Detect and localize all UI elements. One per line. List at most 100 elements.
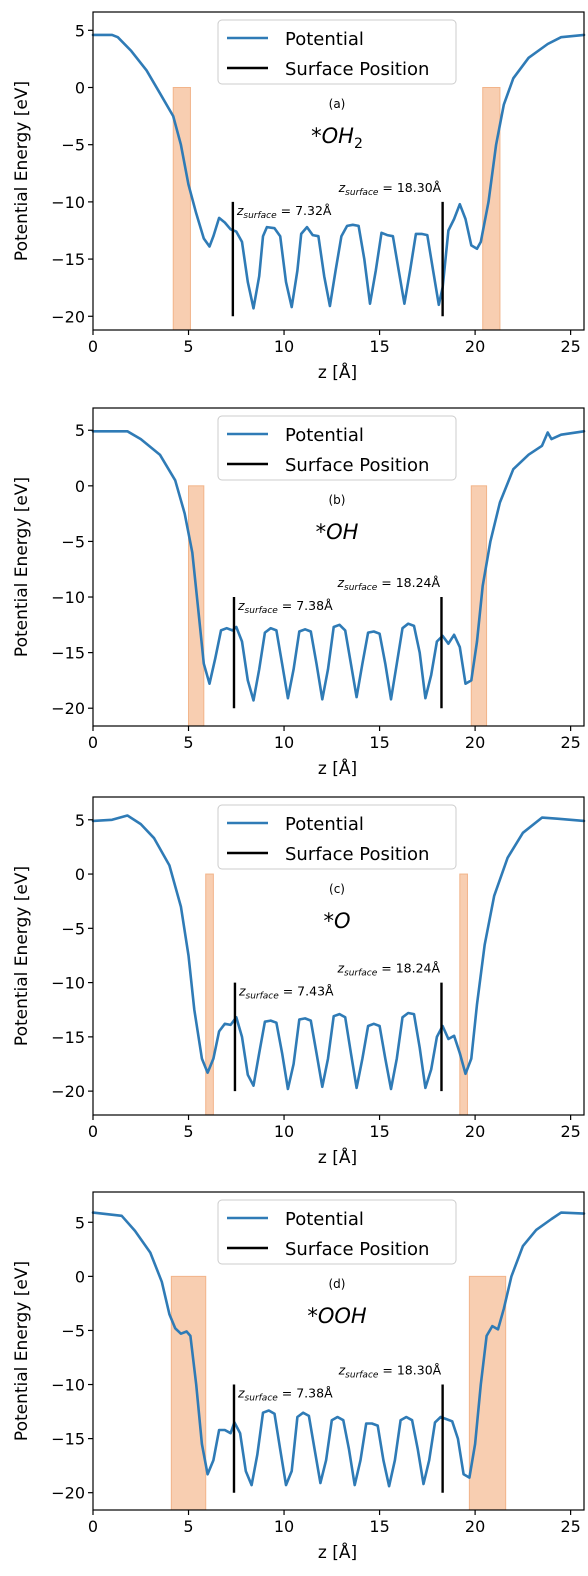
surface-label-sub: surface [243, 211, 277, 221]
x-tick-label: 10 [274, 1517, 294, 1536]
species-label: *OH [316, 520, 359, 544]
legend: Potential Surface Position [217, 415, 457, 481]
legend-label-surface: Surface Position [285, 59, 429, 80]
y-axis-label: Potential Energy [eV] [12, 866, 32, 1046]
species-prefix: * [316, 520, 327, 544]
legend: Potential Surface Position [217, 804, 457, 870]
surface-label-z: z [236, 203, 244, 218]
legend-label-potential: Potential [285, 29, 364, 50]
y-tick-label: −5 [61, 919, 85, 938]
surface-label-value: = 18.24Å [377, 961, 440, 976]
x-tick-label: 0 [88, 337, 98, 356]
species-main: OH [322, 124, 355, 148]
x-tick-label: 15 [369, 1122, 389, 1141]
species-prefix: * [311, 124, 322, 148]
x-tick-label: 20 [465, 1517, 485, 1536]
panel-label: (a) [329, 97, 346, 111]
x-tick-label: 0 [88, 733, 98, 752]
shaded-region-2 [470, 485, 488, 727]
x-axis-label: z [Å] [318, 361, 357, 383]
potential-line [91, 33, 586, 310]
surface-label-2: zsurface = 18.30Å [338, 180, 442, 198]
shaded-region-1 [205, 873, 214, 1116]
legend-box [217, 19, 457, 85]
y-axis-label: Potential Energy [eV] [12, 81, 32, 261]
surface-label-sub: surface [246, 992, 280, 1002]
legend-label-surface: Surface Position [285, 1239, 429, 1260]
panel-label: (b) [329, 493, 346, 507]
shaded-region-1 [170, 1275, 207, 1511]
surface-label-value: = 7.32Å [277, 203, 332, 218]
axes-frame [92, 11, 585, 331]
y-tick-label: −20 [51, 1082, 85, 1101]
species-prefix: * [307, 1304, 318, 1328]
species-label: *OH2 [311, 124, 363, 152]
legend-box [217, 415, 457, 481]
legend: Potential Surface Position [217, 19, 457, 85]
x-axis-label: z [Å] [318, 757, 357, 779]
x-tick-label: 10 [274, 337, 294, 356]
y-tick-label: −5 [61, 136, 85, 155]
x-tick-label: 25 [560, 733, 580, 752]
surface-label-z: z [237, 1386, 245, 1401]
surface-label-z: z [336, 961, 344, 976]
x-tick-label: 5 [183, 1517, 193, 1536]
x-tick-label: 5 [183, 1122, 193, 1141]
x-tick-label: 15 [369, 337, 389, 356]
x-tick-label: 25 [560, 337, 580, 356]
surface-label-z: z [237, 598, 245, 613]
y-axis-label: Potential Energy [eV] [12, 1261, 32, 1441]
y-tick-label: −15 [51, 644, 85, 663]
panel-label: (c) [329, 882, 345, 896]
legend-label-potential: Potential [285, 425, 364, 446]
surface-label-value: = 7.38Å [278, 1386, 333, 1401]
legend-box [217, 1199, 457, 1265]
legend-label-potential: Potential [285, 1209, 364, 1230]
species-main: O [334, 909, 351, 933]
y-tick-label: 0 [75, 78, 85, 97]
y-tick-label: −15 [51, 1028, 85, 1047]
y-tick-label: −10 [51, 1376, 85, 1395]
surface-label-2: zsurface = 18.24Å [336, 961, 440, 979]
x-tick-label: 0 [88, 1517, 98, 1536]
y-tick-label: 5 [75, 1213, 85, 1232]
y-tick-label: −15 [51, 250, 85, 269]
surface-label-2: zsurface = 18.30Å [338, 1363, 442, 1381]
surface-label-sub: surface [245, 1394, 279, 1404]
y-axis-label: Potential Energy [eV] [12, 477, 32, 657]
panel-label: (d) [329, 1277, 346, 1291]
surface-label-value: = 18.24Å [377, 575, 440, 590]
species-label: *OOH [307, 1304, 367, 1328]
legend-label-surface: Surface Position [285, 455, 429, 476]
axes-frame [92, 407, 585, 727]
y-tick-label: −10 [51, 588, 85, 607]
y-tick-label: −20 [51, 699, 85, 718]
surface-label-value: = 18.30Å [378, 180, 441, 195]
surface-label-value: = 7.43Å [279, 984, 334, 999]
axes-frame [92, 1191, 585, 1511]
surface-label-sub: surface [344, 583, 378, 593]
potential-line [91, 1211, 586, 1488]
x-tick-label: 25 [560, 1122, 580, 1141]
shaded-region-2 [468, 1275, 507, 1511]
legend: Potential Surface Position [217, 1199, 457, 1265]
surface-label-z: z [338, 180, 346, 195]
x-tick-label: 10 [274, 1122, 294, 1141]
axes-frame [92, 796, 585, 1116]
species-main: OOH [318, 1304, 367, 1328]
surface-label-z: z [238, 984, 246, 999]
panel-d: zsurface = 7.38Å zsurface = 18.30Å (d) *OOH… [12, 1191, 586, 1563]
y-tick-label: 0 [75, 477, 85, 496]
x-tick-label: 0 [88, 1122, 98, 1141]
shaded-region-1 [188, 485, 205, 727]
species-sub: 2 [354, 136, 363, 152]
y-tick-label: −15 [51, 1430, 85, 1449]
y-tick-label: −5 [61, 532, 85, 551]
y-tick-label: 0 [75, 1267, 85, 1286]
legend-label-potential: Potential [285, 814, 364, 835]
y-tick-label: 5 [75, 811, 85, 830]
surface-label-sub: surface [345, 188, 379, 198]
species-label: *O [323, 909, 350, 933]
